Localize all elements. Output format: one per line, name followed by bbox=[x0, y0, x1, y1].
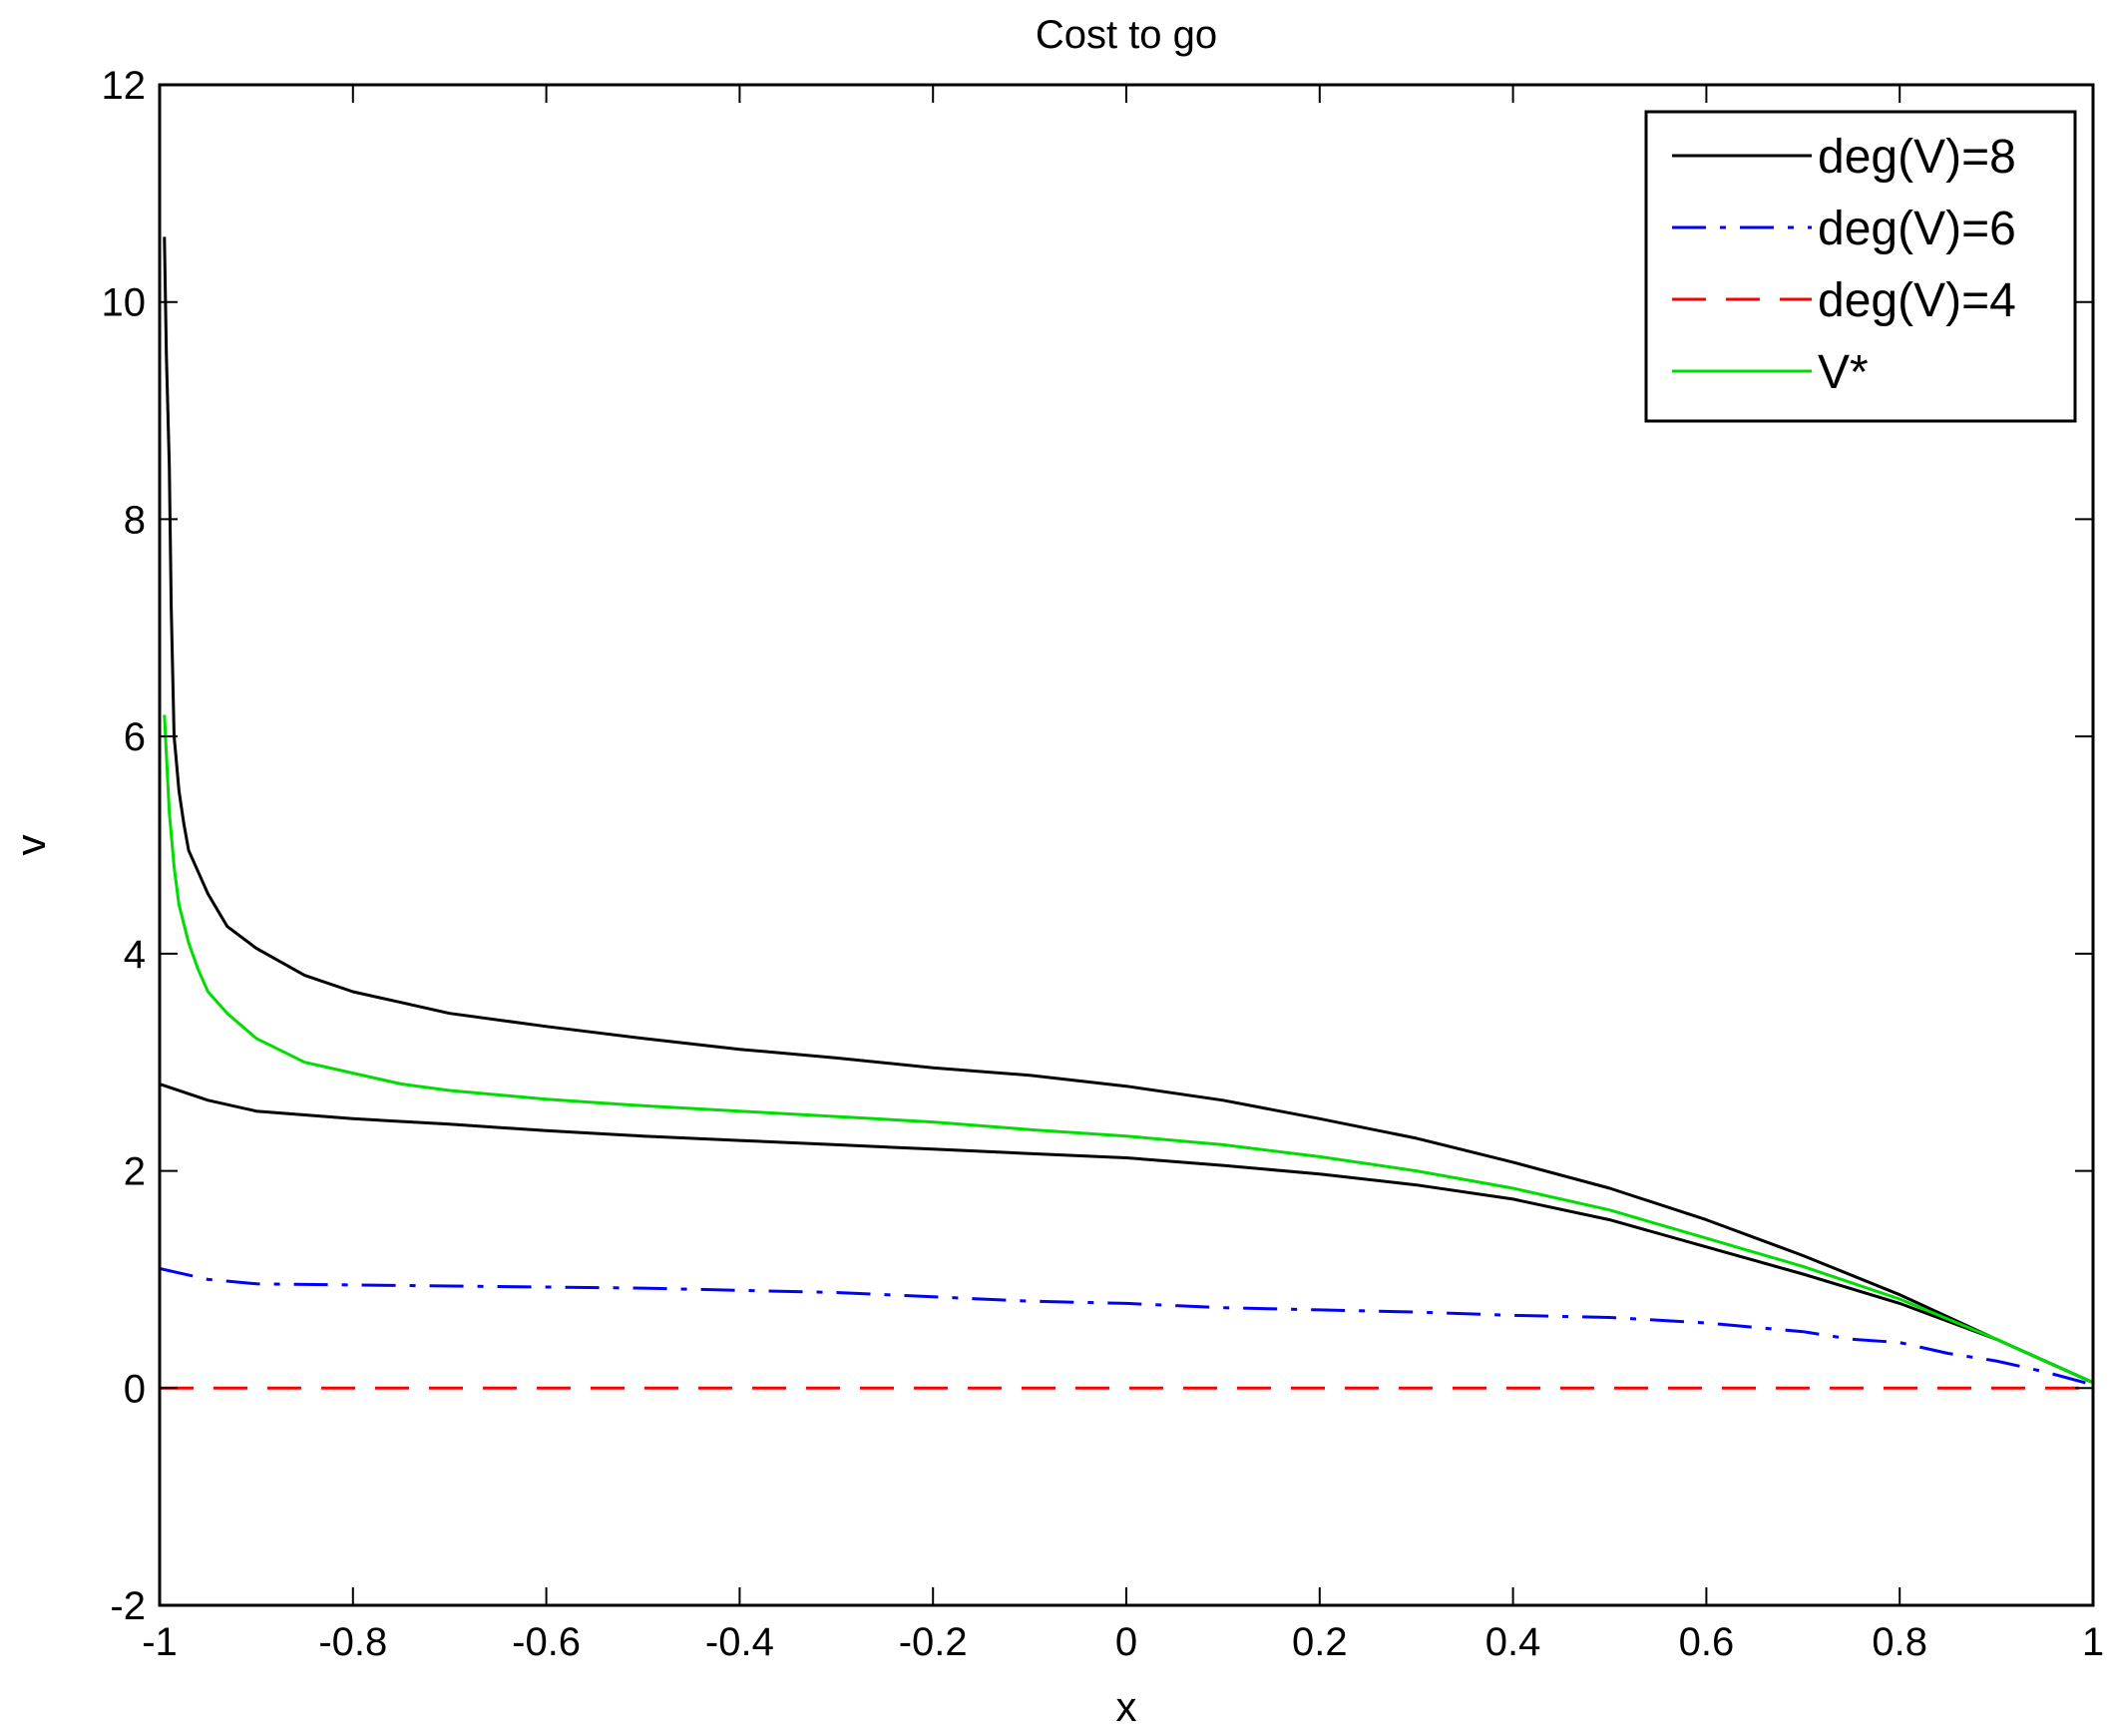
y-tick-label: 8 bbox=[124, 498, 146, 542]
x-tick-label: 0 bbox=[1115, 1620, 1137, 1664]
series-line-1-branch-1 bbox=[163, 236, 2093, 1385]
y-axis-label: v bbox=[7, 835, 54, 856]
x-tick-label: 1 bbox=[2082, 1620, 2104, 1664]
axis-ticks: -1 -0.8 -0.6 -0.4 -0.2 0 0.2 0.4 0.6 0.8 1 -2 0 2 4 6 8 1… bbox=[102, 64, 2105, 1664]
legend-box bbox=[1644, 110, 2077, 423]
y-tick-label: 6 bbox=[124, 715, 146, 759]
y-tick-label: 12 bbox=[102, 64, 147, 108]
series-lines bbox=[160, 236, 2093, 1390]
legend-label-2: deg(V)=6 bbox=[1818, 203, 2016, 255]
x-tick-label: -0.4 bbox=[705, 1620, 774, 1664]
x-tick-label: -0.6 bbox=[512, 1620, 581, 1664]
y-tick-label: 4 bbox=[124, 933, 146, 977]
y-tick-label: -2 bbox=[110, 1584, 146, 1628]
x-tick-label: -0.2 bbox=[899, 1620, 968, 1664]
x-tick-label: 0.2 bbox=[1292, 1620, 1348, 1664]
x-tick-label: -0.8 bbox=[318, 1620, 387, 1664]
y-tick-label: 0 bbox=[124, 1367, 146, 1411]
legend-label-4: V* bbox=[1818, 346, 1869, 399]
x-tick-label: 0.4 bbox=[1485, 1620, 1541, 1664]
x-tick-label: 0.8 bbox=[1872, 1620, 1927, 1664]
x-tick-label: 0.6 bbox=[1679, 1620, 1735, 1664]
legend-label-3: deg(V)=4 bbox=[1818, 274, 2016, 327]
x-axis-label: x bbox=[1116, 1683, 1137, 1730]
chart-title: Cost to go bbox=[1036, 13, 1217, 57]
series-line-1-branch-2 bbox=[160, 1083, 2093, 1385]
legend-label-1: deg(V)=8 bbox=[1818, 131, 2016, 184]
series-line-2 bbox=[160, 1267, 2093, 1387]
x-tick-label: -1 bbox=[142, 1620, 178, 1664]
y-tick-label: 10 bbox=[102, 281, 147, 325]
series-line-4 bbox=[163, 714, 2093, 1385]
legend: deg(V)=8 deg(V)=6 deg(V)=4 V* bbox=[1644, 110, 2077, 423]
y-tick-label: 2 bbox=[124, 1150, 146, 1194]
